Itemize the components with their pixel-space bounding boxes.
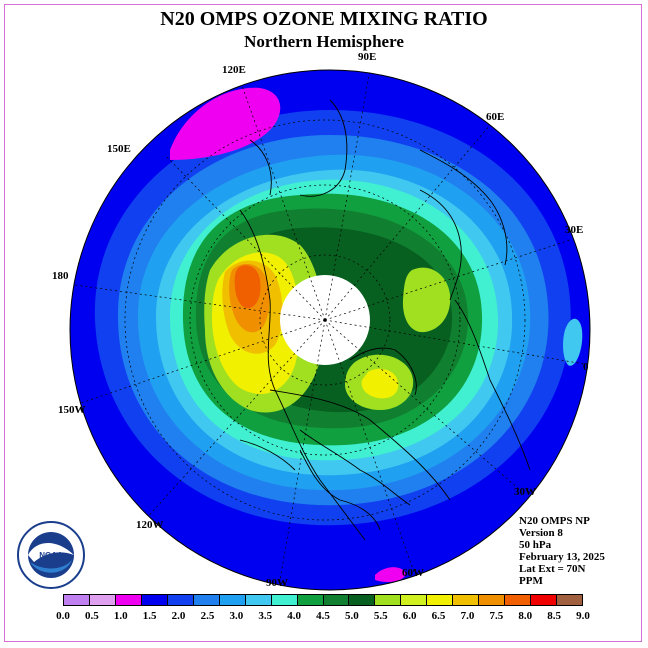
map-boundary	[69, 69, 591, 591]
colorbar-tick-label: 4.5	[316, 610, 330, 622]
colorbar-swatch	[453, 595, 480, 605]
patch-red	[234, 265, 261, 309]
colorbar-tick-label: 6.0	[402, 610, 417, 622]
colorbar-ticks: 0.0 0.5 1.0 1.5 2.0 2.5 3.0 3.5 4.0 4.5 5.0 5.5 6.0 6…	[0, 610, 648, 624]
colorbar-tick-label: 8.5	[547, 610, 561, 622]
info-line-units: PPM	[519, 575, 543, 587]
lon-label-0: 0	[583, 361, 589, 373]
map-subtitle: Northern Hemisphere	[244, 32, 404, 51]
colorbar-tick-label: 0.5	[85, 610, 99, 622]
info-line-dataset: N20 OMPS NP	[519, 515, 590, 527]
info-line-lat-ext: Lat Ext = 70N	[519, 563, 586, 575]
colorbar-tick-label: 0.0	[56, 610, 70, 622]
colorbar-swatch	[349, 595, 376, 605]
patch-lime-east	[402, 267, 451, 333]
colorbar-tick-label: 2.0	[171, 610, 186, 622]
colorbar-swatch	[219, 595, 246, 605]
lon-label-120w: 120W	[136, 519, 164, 531]
colorbar-tick-label: 3.0	[229, 610, 244, 622]
colorbar-tick-label: 3.5	[258, 610, 273, 622]
colorbar	[63, 594, 583, 606]
colorbar-swatch	[401, 595, 428, 605]
colorbar-swatch	[141, 595, 168, 605]
colorbar-swatch	[375, 595, 402, 605]
lon-label-120e: 120E	[222, 64, 246, 76]
colorbar-swatch	[193, 595, 220, 605]
info-line-date: February 13, 2025	[519, 551, 605, 563]
colorbar-swatch	[531, 595, 558, 605]
graticule	[74, 70, 590, 581]
colorbar-swatch	[64, 595, 90, 605]
colorbar-swatch	[271, 595, 298, 605]
colorbar-tick-label: 1.5	[142, 610, 157, 622]
colorbar-tick-label: 7.5	[489, 610, 504, 622]
colorbar-tick-label: 2.5	[200, 610, 215, 622]
colorbar-tick-label: 9.0	[576, 610, 590, 622]
colorbar-swatch	[245, 595, 272, 605]
colorbar-swatch	[167, 595, 194, 605]
lon-label-150w: 150W	[58, 404, 86, 416]
lon-label-90w: 90W	[266, 577, 288, 589]
colorbar-tick-label: 1.0	[113, 610, 128, 622]
info-panel: N20 OMPS NP Version 8 50 hPa February 13…	[519, 515, 605, 587]
colorbar-swatch	[479, 595, 506, 605]
info-line-level: 50 hPa	[519, 539, 552, 551]
noaa-logo: NOAA	[17, 521, 85, 589]
lon-label-60w: 60W	[402, 567, 424, 579]
colorbar-swatch	[115, 595, 142, 605]
colorbar-tick-label: 7.0	[460, 610, 475, 622]
patch-magenta-south	[375, 567, 406, 583]
colorbar-tick-label: 4.0	[287, 610, 301, 622]
figure-frame	[4, 4, 642, 642]
colorbar-swatch	[297, 595, 324, 605]
colorbar-swatch	[557, 595, 583, 605]
lon-label-150e: 150E	[107, 143, 131, 155]
coastlines	[239, 99, 531, 541]
patch-cyan-east	[563, 318, 583, 366]
colorbar-tick-label: 5.5	[373, 610, 388, 622]
colorbar-tick-label: 6.5	[431, 610, 446, 622]
lon-label-60e: 60E	[486, 111, 504, 123]
colorbar-tick-label: 5.0	[345, 610, 359, 622]
lon-label-30w: 30W	[514, 486, 536, 498]
colorbar-tick-label: 8.0	[518, 610, 533, 622]
colorbar-swatch	[505, 595, 532, 605]
colorbar-swatch	[323, 595, 350, 605]
lon-label-90e: 90E	[358, 51, 376, 63]
info-line-version: Version 8	[519, 527, 563, 539]
colorbar-swatch	[427, 595, 454, 605]
lon-label-180: 180	[52, 270, 69, 282]
colorbar-swatch	[89, 595, 116, 605]
noaa-logo-text: NOAA	[39, 551, 63, 560]
map-title: N20 OMPS OZONE MIXING RATIO	[160, 8, 488, 30]
lon-label-30e: 30E	[565, 224, 583, 236]
